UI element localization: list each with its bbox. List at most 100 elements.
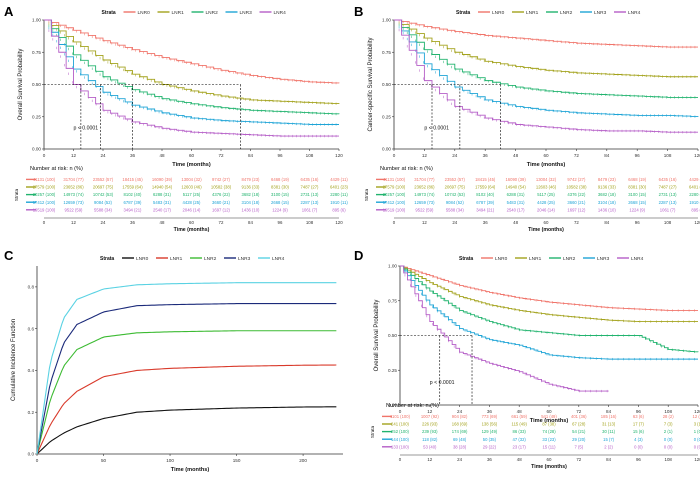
risk-cell: 27579 (100): [33, 185, 56, 190]
legend-label-lnr0: LNR0: [138, 10, 151, 16]
risk-cell: 6288 (31): [507, 192, 526, 197]
risk-cell: 6401 (23): [689, 185, 700, 190]
censor-marks-lnr0: [48, 20, 337, 85]
x-tick-label: 50: [101, 458, 107, 463]
risk-cell: 118 (82): [422, 437, 438, 442]
y-tick-label: 1.00: [32, 18, 41, 23]
risk-cell: 12659 (73): [414, 200, 435, 205]
risk-cell: 31 (13): [602, 422, 616, 427]
legend-label-lnr4: LNR4: [628, 10, 641, 16]
risk-cell: 9136 (33): [242, 185, 261, 190]
risk-cell: 6435 (16): [659, 177, 678, 182]
risk-cell: 19519 (100): [383, 207, 406, 212]
censor-marks-lnr1: [404, 267, 695, 323]
censor-marks-lnr2: [48, 24, 337, 116]
risk-cell: 895 (6): [332, 207, 346, 212]
risk-table: Number at risk: n (%) Strata 41131 (100) 31…: [364, 166, 700, 233]
y-tick-label: 0.0: [28, 452, 35, 457]
x-tick-label: 108: [306, 153, 314, 158]
risk-cell: 1910 (11): [330, 200, 348, 205]
risk-cell: 13004 (32): [536, 177, 557, 182]
risk-cell: 6468 (19): [271, 177, 290, 182]
x-tick-label: 60: [543, 153, 549, 158]
y-tick-label: 0.50: [382, 82, 391, 87]
risk-cell: 8102 (40): [476, 192, 495, 197]
risk-cell: 41131 (100): [33, 177, 56, 182]
y-tick-label: 0.2: [28, 410, 35, 415]
risk-cell: 1436 (10): [242, 207, 261, 212]
risk-cell: 1697 (12): [212, 207, 231, 212]
panel-letter: C: [4, 248, 14, 263]
risk-table-tick-label: 60: [189, 220, 194, 225]
legend-title: Strata: [456, 10, 470, 16]
x-tick-label: 108: [664, 153, 672, 158]
x-tick-label: 0: [393, 153, 396, 158]
y-tick-label: 0.50: [388, 333, 397, 338]
legend-label-lnr1: LNR1: [172, 10, 185, 16]
risk-cell: 2 (2): [604, 444, 613, 449]
risk-table-tick-label: 36: [483, 220, 488, 225]
risk-cell: 2731 (13): [659, 192, 678, 197]
x-tick-label: 84: [248, 153, 254, 158]
risk-cell: 7487 (27): [301, 185, 320, 190]
risk-cell: 15 (7): [603, 437, 615, 442]
risk-cell: 2668 (15): [628, 200, 647, 205]
x-tick-label: 12: [427, 409, 433, 414]
risk-cell: 0 (0): [694, 444, 700, 449]
legend-label-lnr0: LNR0: [136, 256, 149, 262]
risk-cell: 8381 (30): [628, 185, 647, 190]
risk-cell: 38 (28): [453, 444, 467, 449]
risk-cell: 1061 (7): [302, 207, 318, 212]
risk-cell: 15 (11): [543, 444, 557, 449]
risk-cell: 115 (49): [512, 422, 528, 427]
p-value-label: p < 0.0001: [430, 380, 455, 386]
y-tick-label: 0.4: [28, 368, 35, 373]
risk-cell: 6787 (39): [124, 200, 143, 205]
legend-label-lnr1: LNR1: [526, 10, 539, 16]
censor-marks-lnr4: [48, 29, 337, 138]
censor-marks-lnr3: [398, 26, 696, 118]
risk-table-tick-label: 120: [694, 457, 700, 462]
legend-label-lnr3: LNR3: [594, 10, 607, 16]
risk-cell: 16090 (39): [505, 177, 526, 182]
risk-cell: 1910 (11): [689, 200, 700, 205]
risk-table-xlabel: Time (months): [531, 464, 567, 470]
risk-cell: 8479 (23): [242, 177, 261, 182]
censor-marks-lnr3: [404, 271, 695, 361]
legend-label-lnr4: LNR4: [274, 10, 287, 16]
risk-cell: 2280 (11): [330, 192, 348, 197]
censor-marks-lnr3: [48, 26, 337, 126]
risk-cell: 2046 (14): [537, 207, 556, 212]
legend-label-lnr4: LNR4: [272, 256, 285, 262]
risk-cell: 2046 (14): [183, 207, 202, 212]
censor-marks-lnr0: [404, 266, 695, 312]
risk-cell: 2287 (13): [301, 200, 320, 205]
risk-cell: 20697 (75): [445, 185, 466, 190]
risk-cell: 138 (56): [482, 422, 498, 427]
x-tick-label: 100: [166, 458, 174, 463]
risk-table-tick-label: 0: [399, 457, 402, 462]
risk-cell: 0 (0): [664, 437, 673, 442]
risk-cell: 69 (48): [453, 437, 467, 442]
risk-cell: 20257 (100): [33, 192, 56, 197]
risk-table-tick-label: 12: [71, 220, 76, 225]
y-axis-label: Cumulative Incidence Function: [11, 319, 17, 401]
risk-cell: 541 (49): [541, 414, 557, 419]
risk-cell: 17559 (64): [475, 185, 496, 190]
risk-cell: 174 (69): [452, 429, 468, 434]
x-tick-label: 84: [606, 409, 612, 414]
legend-title: Strata: [100, 256, 114, 262]
series-line-lnr4: [400, 265, 609, 392]
risk-cell: 1061 (7): [660, 207, 676, 212]
series-line-lnr0: [394, 19, 698, 48]
risk-table-tick-label: 108: [665, 457, 673, 462]
risk-table-tick-label: 96: [636, 457, 641, 462]
series-line-lnr1: [400, 265, 698, 323]
risk-table-tick-label: 84: [606, 457, 611, 462]
legend-label-lnr1: LNR1: [170, 256, 183, 262]
risk-table-tick-label: 72: [576, 457, 581, 462]
risk-table-tick-label: 120: [335, 220, 343, 225]
y-tick-label: 0.25: [32, 114, 41, 119]
risk-cell: 1436 (10): [598, 207, 617, 212]
